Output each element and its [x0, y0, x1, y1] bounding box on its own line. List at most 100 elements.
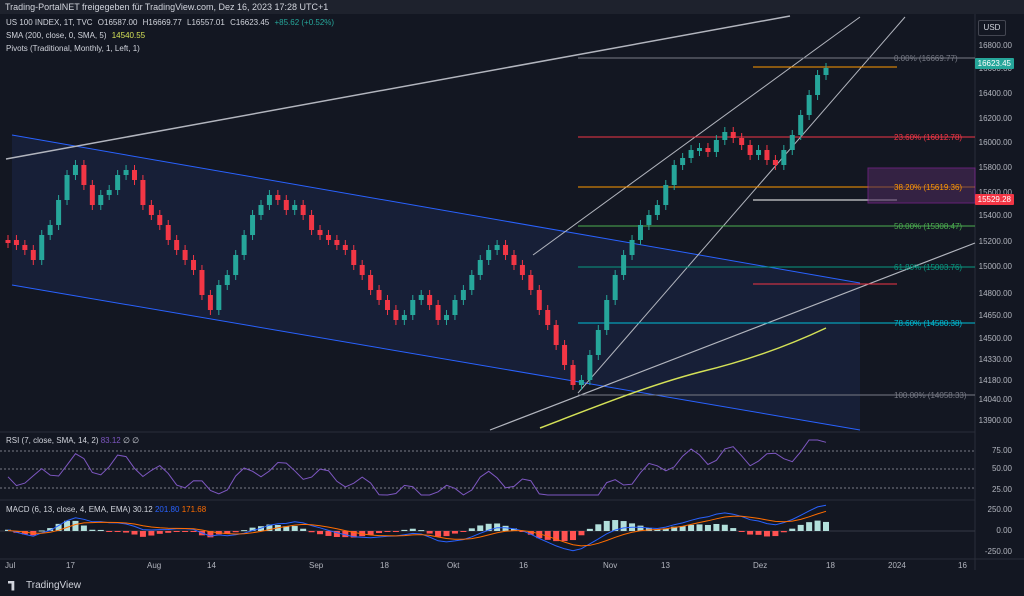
candle-body [81, 165, 87, 185]
last-price-tag: 16623.45 [974, 58, 1014, 69]
candle-body [781, 150, 787, 165]
macd-bar [342, 531, 349, 538]
macd-bar [629, 523, 636, 531]
price-axis-label: 16200.00 [978, 114, 1012, 123]
fib-label: 61.80% (15003.76) [894, 263, 963, 272]
candle-body [182, 250, 188, 260]
candle-body [789, 135, 795, 150]
macd-bar [325, 531, 332, 536]
macd-bar [148, 531, 155, 536]
price-axis-label: 14500.00 [978, 334, 1012, 343]
time-axis-label: 14 [207, 561, 216, 570]
symbol-label[interactable]: US 100 INDEX, 1T, TVC [6, 18, 93, 27]
candle-body [503, 245, 509, 255]
header-title: Trading-PortalNET freigegeben für Tradin… [5, 2, 329, 12]
candle-body [756, 150, 762, 155]
macd-bar [72, 520, 79, 531]
rsi-axis-25: 25.00 [991, 485, 1012, 494]
candle-body [56, 200, 62, 225]
macd-bar [13, 531, 20, 533]
price-axis-label: 14330.00 [978, 355, 1012, 364]
macd-bar [679, 526, 686, 531]
macd-bar [139, 531, 146, 537]
brand[interactable]: TradingView [8, 580, 81, 591]
legend-sma-row: SMA (200, close, 0, SMA, 5) 14540.55 [6, 31, 148, 41]
macd-bar [156, 531, 163, 534]
macd-bar [654, 529, 661, 531]
macd-bar [173, 531, 180, 532]
macd-bar [249, 527, 256, 531]
wedge-lower [577, 16, 906, 394]
candle-body [621, 255, 627, 275]
candle-body [815, 75, 821, 95]
macd-bar [755, 531, 762, 535]
candle-body [688, 150, 694, 158]
candle-body [207, 295, 213, 310]
macd-bar [241, 530, 248, 532]
macd-bar [30, 531, 37, 536]
candle-body [123, 170, 129, 175]
macd-bar [114, 531, 121, 532]
macd-label[interactable]: MACD (6, 13, close, 4, EMA, EMA) [6, 505, 131, 514]
sma-label[interactable]: SMA (200, close, 0, SMA, 5) [6, 31, 107, 40]
macd-bar [426, 531, 433, 534]
rsi-label[interactable]: RSI (7, close, SMA, 14, 2) [6, 436, 99, 445]
price-axis-label: 14650.00 [978, 311, 1012, 320]
macd-bar [418, 530, 425, 532]
macd-bar [814, 520, 821, 531]
pivots-label[interactable]: Pivots (Traditional, Monthly, 1, Left, 1… [6, 44, 140, 53]
macd-bar [561, 531, 568, 542]
macd-bar [435, 531, 442, 537]
change-value: +85.62 (+0.52%) [274, 18, 335, 27]
macd-bar [317, 531, 324, 535]
macd-bar [190, 531, 197, 532]
candle-body [595, 330, 601, 355]
candle-body [553, 325, 559, 345]
candle-body [486, 250, 492, 260]
candle-body [545, 310, 551, 325]
currency-button[interactable]: USD [978, 20, 1006, 36]
candle-body [452, 300, 458, 315]
price-axis-label: 13900.00 [978, 416, 1012, 425]
fib-label: 38.20% (15619.36) [894, 183, 963, 192]
price-axis-label: 15200.00 [978, 237, 1012, 246]
macd-bar [224, 531, 231, 535]
time-axis-label: 18 [380, 561, 389, 570]
macd-bar [730, 528, 737, 531]
macd-bar [763, 531, 770, 537]
macd-bar [123, 531, 130, 533]
legend-symbol-row: US 100 INDEX, 1T, TVC O16587.00 H16669.7… [6, 18, 337, 28]
candle-body [98, 195, 104, 205]
candle-body [511, 255, 517, 265]
time-axis-label: Dez [753, 561, 768, 570]
macd-bar [510, 528, 517, 531]
macd-bar [553, 531, 560, 542]
macd-bar [274, 525, 281, 531]
candle-body [401, 315, 407, 320]
macd-bar [536, 531, 543, 539]
rsi-axis-50: 50.00 [991, 464, 1012, 473]
time-axis-label: Aug [147, 561, 162, 570]
macd-bar [89, 529, 96, 531]
candle-body [654, 205, 660, 215]
candle-body [30, 250, 36, 260]
macd-bar [637, 525, 644, 531]
high-value: H16669.77 [142, 18, 182, 27]
macd-axis-0: 0.00 [996, 526, 1012, 535]
price-axis-label: 15800.00 [978, 163, 1012, 172]
macd-bar [80, 525, 87, 531]
macd-bar [595, 524, 602, 531]
macd-bar [443, 531, 450, 537]
candle-body [823, 68, 829, 75]
macd-bar [266, 524, 273, 531]
macd-bar [789, 528, 796, 531]
sma-value: 14540.55 [111, 31, 146, 40]
macd-bar [738, 531, 745, 532]
price-axis-label: 14800.00 [978, 289, 1012, 298]
macd-bar [300, 528, 307, 531]
macd-bar [620, 521, 627, 531]
candle-body [612, 275, 618, 300]
macd-bar [367, 531, 374, 535]
candle-body [460, 290, 466, 300]
macd-bar [409, 528, 416, 531]
